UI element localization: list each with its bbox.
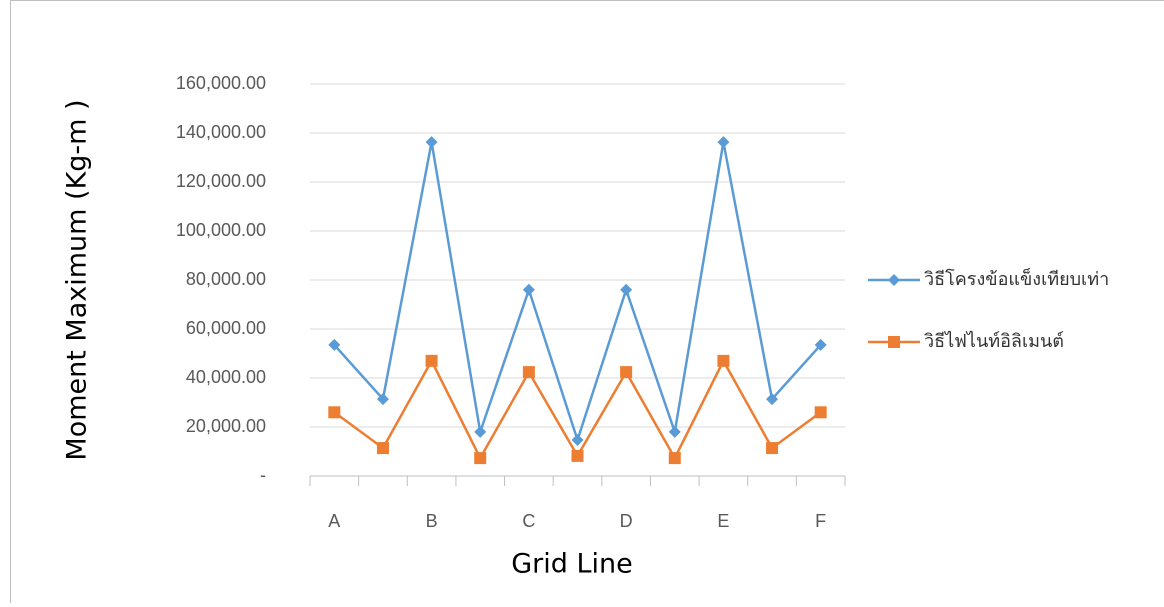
diamond-marker [620, 284, 632, 296]
diamond-marker [426, 136, 438, 148]
y-tick-label: 40,000.00 [186, 367, 266, 387]
diamond-marker [717, 136, 729, 148]
square-marker [523, 366, 535, 378]
x-tick-label: B [426, 511, 438, 531]
square-marker [620, 366, 632, 378]
x-tick-label: C [522, 511, 535, 531]
diamond-marker [572, 434, 584, 446]
y-tick-label: - [260, 465, 266, 485]
diamond-marker [669, 426, 681, 438]
square-marker [474, 452, 486, 464]
square-marker [888, 336, 900, 348]
y-tick-label: 80,000.00 [186, 269, 266, 289]
diamond-marker [523, 284, 535, 296]
legend-label: วิธีโครงข้อแข็งเทียบเท่า [924, 267, 1109, 290]
diamond-marker [888, 274, 900, 286]
series-line [334, 142, 820, 440]
square-marker [328, 406, 340, 418]
y-tick-label: 20,000.00 [186, 416, 266, 436]
x-tick-label: F [815, 511, 826, 531]
y-tick-label: 120,000.00 [176, 171, 266, 191]
x-axis-title: Grid Line [511, 549, 633, 580]
square-marker [426, 355, 438, 367]
legend-label: วิธีไฟไนท์อิลิเมนต์ [924, 330, 1064, 352]
y-tick-label: 140,000.00 [176, 122, 266, 142]
y-axis-title: Moment Maximum (Kg-m ) [62, 99, 93, 460]
x-tick-label: E [717, 511, 729, 531]
y-tick-label: 60,000.00 [186, 318, 266, 338]
square-marker [717, 355, 729, 367]
y-tick-label: 160,000.00 [176, 73, 266, 93]
diamond-marker [474, 426, 486, 438]
square-marker [572, 450, 584, 462]
y-tick-label: 100,000.00 [176, 220, 266, 240]
square-marker [669, 452, 681, 464]
x-tick-label: D [620, 511, 633, 531]
square-marker [377, 442, 389, 454]
square-marker [766, 442, 778, 454]
square-marker [815, 406, 827, 418]
x-tick-label: A [328, 511, 340, 531]
